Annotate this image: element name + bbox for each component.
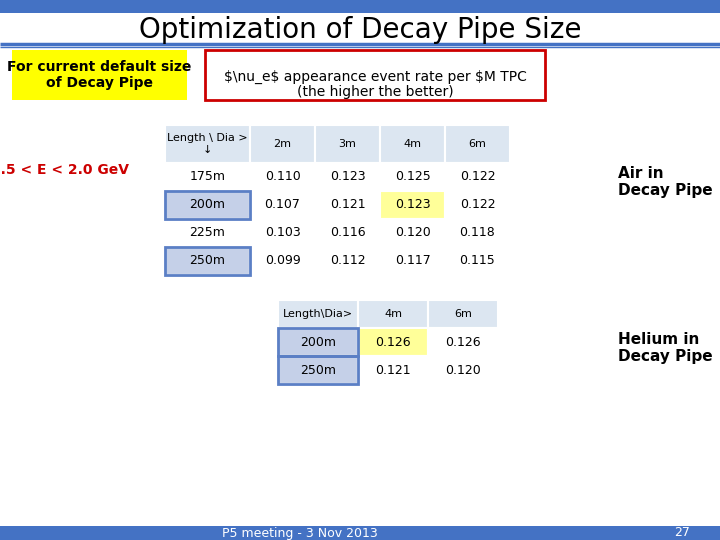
Bar xyxy=(445,247,510,275)
Bar xyxy=(165,219,250,247)
Text: 175m: 175m xyxy=(189,171,225,184)
Bar xyxy=(428,356,498,384)
Bar xyxy=(428,328,498,356)
Bar xyxy=(445,219,510,247)
Text: P5 meeting - 3 Nov 2013: P5 meeting - 3 Nov 2013 xyxy=(222,526,378,539)
Text: 6m: 6m xyxy=(454,309,472,319)
Bar xyxy=(165,191,250,219)
Text: $\nu_e$ appearance event rate per $M TPC: $\nu_e$ appearance event rate per $M TPC xyxy=(224,70,526,84)
Bar xyxy=(315,247,380,275)
Text: 0.107: 0.107 xyxy=(264,199,300,212)
Text: 225m: 225m xyxy=(189,226,225,240)
Text: 4m: 4m xyxy=(384,309,402,319)
Bar xyxy=(278,328,358,356)
Text: 6m: 6m xyxy=(469,139,487,149)
Text: 2m: 2m xyxy=(274,139,292,149)
Bar xyxy=(12,50,187,100)
Bar xyxy=(278,300,358,328)
Bar xyxy=(315,125,380,163)
Bar xyxy=(445,125,510,163)
Bar xyxy=(165,247,250,275)
Bar xyxy=(165,191,250,219)
Bar xyxy=(358,328,428,356)
Bar xyxy=(380,219,445,247)
Bar xyxy=(0,526,720,540)
Text: 0.122: 0.122 xyxy=(459,199,495,212)
Text: Optimization of Decay Pipe Size: Optimization of Decay Pipe Size xyxy=(139,16,581,44)
Bar xyxy=(428,300,498,328)
Bar xyxy=(278,300,498,384)
Bar xyxy=(0,0,720,13)
Text: 0.120: 0.120 xyxy=(445,363,481,376)
Bar xyxy=(278,356,358,384)
Bar xyxy=(165,163,250,191)
Text: Air in
Decay Pipe: Air in Decay Pipe xyxy=(618,166,713,198)
Bar xyxy=(165,247,250,275)
Bar xyxy=(445,191,510,219)
Bar xyxy=(250,247,315,275)
Text: Length \ Dia >
↓: Length \ Dia > ↓ xyxy=(167,133,248,155)
Text: (the higher the better): (the higher the better) xyxy=(297,85,454,99)
Text: 0.5 < E < 2.0 GeV: 0.5 < E < 2.0 GeV xyxy=(0,163,129,177)
Text: 0.103: 0.103 xyxy=(265,226,300,240)
Text: 0.126: 0.126 xyxy=(375,335,411,348)
Bar xyxy=(445,163,510,191)
Text: 0.118: 0.118 xyxy=(459,226,495,240)
Bar xyxy=(165,125,510,275)
Text: Helium in
Decay Pipe: Helium in Decay Pipe xyxy=(618,332,713,364)
Text: 0.116: 0.116 xyxy=(330,226,365,240)
Text: 4m: 4m xyxy=(403,139,421,149)
Text: 0.121: 0.121 xyxy=(375,363,411,376)
Text: 0.123: 0.123 xyxy=(395,199,431,212)
Text: 0.115: 0.115 xyxy=(459,254,495,267)
Text: 0.126: 0.126 xyxy=(445,335,481,348)
Bar xyxy=(278,356,358,384)
Bar xyxy=(165,125,250,163)
Text: 27: 27 xyxy=(674,526,690,539)
Text: 200m: 200m xyxy=(189,199,225,212)
Text: 0.099: 0.099 xyxy=(265,254,300,267)
Text: For current default size
of Decay Pipe: For current default size of Decay Pipe xyxy=(6,60,192,90)
Bar xyxy=(380,163,445,191)
Bar xyxy=(380,191,445,219)
Text: 0.110: 0.110 xyxy=(265,171,300,184)
Bar xyxy=(250,219,315,247)
Text: 0.112: 0.112 xyxy=(330,254,365,267)
Bar xyxy=(315,219,380,247)
Text: 0.117: 0.117 xyxy=(395,254,431,267)
Text: 0.121: 0.121 xyxy=(330,199,365,212)
Bar xyxy=(380,125,445,163)
Bar xyxy=(205,50,545,100)
Bar xyxy=(358,300,428,328)
Bar xyxy=(380,247,445,275)
Text: 0.122: 0.122 xyxy=(459,171,495,184)
Text: 250m: 250m xyxy=(300,363,336,376)
Bar xyxy=(250,163,315,191)
Text: 0.120: 0.120 xyxy=(395,226,431,240)
Text: 200m: 200m xyxy=(300,335,336,348)
Bar xyxy=(315,191,380,219)
Text: 250m: 250m xyxy=(189,254,225,267)
Bar xyxy=(315,163,380,191)
Bar xyxy=(250,125,315,163)
Bar xyxy=(250,191,315,219)
Text: 3m: 3m xyxy=(338,139,356,149)
Bar xyxy=(358,356,428,384)
Text: Length\Dia>: Length\Dia> xyxy=(283,309,353,319)
Bar xyxy=(278,328,358,356)
Text: 0.123: 0.123 xyxy=(330,171,365,184)
Text: 0.125: 0.125 xyxy=(395,171,431,184)
